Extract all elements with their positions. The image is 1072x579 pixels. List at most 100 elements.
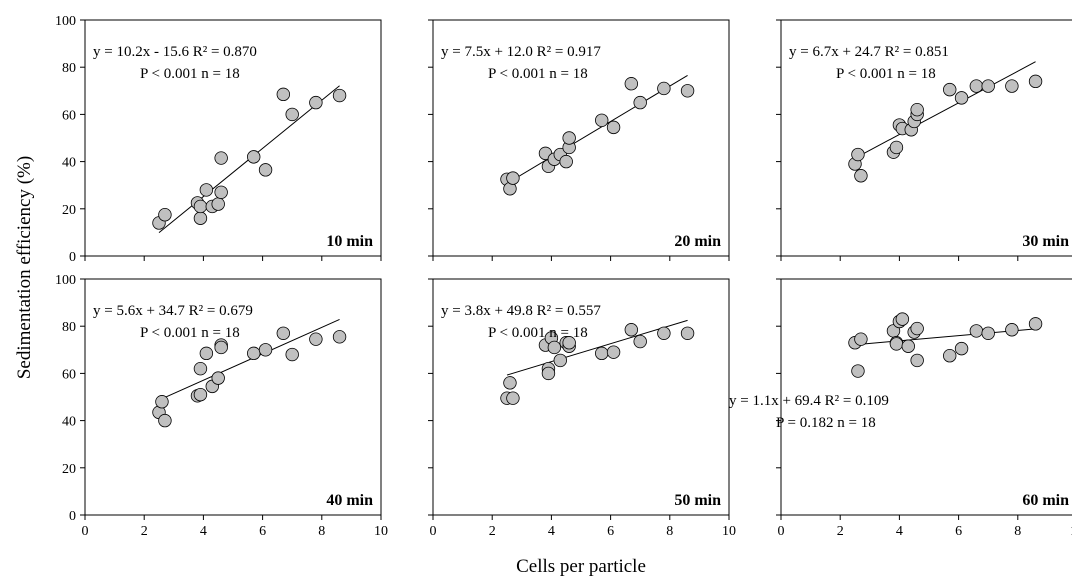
- panel-10-min: 0 20 40 60 80 100 y = 10.2x - 15.6 R² = 0.870 P…: [55, 14, 382, 265]
- data-point: [309, 332, 323, 346]
- x-tick-label: 0: [82, 524, 89, 539]
- regression-stats: P = 0.182 n = 18: [776, 415, 876, 431]
- x-tick-label: 4: [548, 524, 555, 539]
- data-point: [943, 82, 957, 97]
- regression-line: [854, 61, 1036, 159]
- data-point: [606, 120, 621, 135]
- x-tick-label: 10: [722, 524, 736, 539]
- data-point: [1005, 323, 1019, 337]
- regression-equation: y = 7.5x + 12.0 R² = 0.917: [441, 44, 601, 60]
- data-point: [954, 341, 969, 356]
- data-point: [901, 339, 915, 353]
- data-point: [624, 323, 639, 337]
- data-point: [969, 79, 984, 93]
- data-point: [214, 185, 228, 199]
- panel-label: 10 min: [326, 233, 373, 250]
- x-tick-label: 4: [200, 524, 207, 539]
- plot-frame: [84, 19, 382, 257]
- x-tick-label: 2: [837, 524, 844, 539]
- y-tick-label: 0: [69, 250, 76, 265]
- panel-30-min: y = 6.7x + 24.7 R² = 0.851 P < 0.001 n = …: [776, 19, 1072, 261]
- data-point: [193, 387, 208, 402]
- regression-equation: y = 5.6x + 34.7 R² = 0.679: [93, 303, 253, 319]
- regression-stats: P < 0.001 n = 18: [488, 325, 588, 341]
- plot-frame: [84, 278, 382, 516]
- data-point: [943, 349, 957, 363]
- regression-stats: P < 0.001 n = 18: [836, 66, 936, 82]
- data-point: [506, 171, 520, 185]
- x-tick-label: 10: [374, 524, 388, 539]
- data-point: [657, 81, 671, 96]
- x-tick-label: 10: [1070, 524, 1072, 539]
- data-point: [193, 211, 208, 225]
- data-point: [553, 353, 567, 368]
- y-tick-label: 0: [69, 509, 76, 524]
- data-point: [1028, 74, 1043, 89]
- data-point: [981, 79, 995, 93]
- x-tick-label: 8: [666, 524, 673, 539]
- x-tick-label: 2: [489, 524, 496, 539]
- regression-equation: y = 10.2x - 15.6 R² = 0.870: [93, 44, 257, 60]
- x-tick-label: 6: [259, 524, 266, 539]
- data-point: [889, 140, 904, 155]
- data-point: [309, 95, 323, 110]
- y-tick-label: 80: [62, 320, 76, 335]
- data-point: [854, 332, 868, 346]
- regression-line: [506, 75, 688, 184]
- panel-50-min: 0 2 4 6 8 10 y = 3.8x + 49.8 R² = 0.557 P < 0.0…: [428, 278, 736, 539]
- regression-equation: y = 1.1x + 69.4 R² = 0.109: [729, 393, 889, 409]
- data-point: [562, 131, 576, 145]
- data-point: [1028, 317, 1043, 331]
- data-point: [889, 337, 904, 351]
- regression-equation: y = 3.8x + 49.8 R² = 0.557: [441, 303, 601, 319]
- data-point: [503, 376, 517, 390]
- data-point: [332, 88, 347, 103]
- x-tick-label: 2: [141, 524, 148, 539]
- data-point: [276, 87, 291, 102]
- data-point: [910, 321, 924, 336]
- y-tick-label: 100: [55, 273, 76, 288]
- data-point: [851, 147, 865, 162]
- panel-label: 20 min: [674, 233, 721, 250]
- regression-line: [158, 318, 340, 401]
- data-point: [214, 151, 228, 165]
- regression-stats: P < 0.001 n = 18: [140, 66, 240, 82]
- plot-frame: [780, 19, 1072, 257]
- regression-stats: P < 0.001 n = 18: [488, 66, 588, 82]
- data-point: [981, 326, 995, 340]
- data-point: [193, 199, 208, 214]
- x-axis-title: Cells per particle: [516, 556, 646, 577]
- data-point: [969, 324, 984, 338]
- data-point: [633, 95, 647, 110]
- x-tick-label: 0: [430, 524, 437, 539]
- data-point: [562, 336, 576, 350]
- data-point: [559, 154, 573, 169]
- x-tick-label: 0: [778, 524, 785, 539]
- data-point: [214, 340, 228, 355]
- y-tick-label: 20: [62, 462, 76, 477]
- data-point: [547, 340, 562, 355]
- data-point: [193, 361, 208, 376]
- data-point: [285, 347, 299, 362]
- data-point: [895, 312, 910, 326]
- data-point: [541, 366, 556, 381]
- panel-label: 50 min: [674, 492, 721, 509]
- data-point: [680, 84, 695, 98]
- data-point: [276, 326, 291, 340]
- data-point: [624, 77, 639, 91]
- x-tick-label: 6: [607, 524, 614, 539]
- plot-frame: [432, 19, 730, 257]
- data-point: [258, 163, 273, 177]
- plot-frame: [780, 278, 1072, 516]
- data-point: [199, 183, 214, 197]
- panel-60-min: 0 2 4 6 8 10 y = 1.1x + 69.4 R² = 0.109 P = 0.1…: [729, 278, 1072, 539]
- y-tick-label: 80: [62, 61, 76, 76]
- data-point: [332, 330, 347, 344]
- data-point: [199, 346, 214, 361]
- y-tick-label: 20: [62, 203, 76, 218]
- x-tick-label: 8: [318, 524, 325, 539]
- data-point: [606, 345, 621, 359]
- data-point: [910, 102, 924, 117]
- x-tick-label: 8: [1014, 524, 1021, 539]
